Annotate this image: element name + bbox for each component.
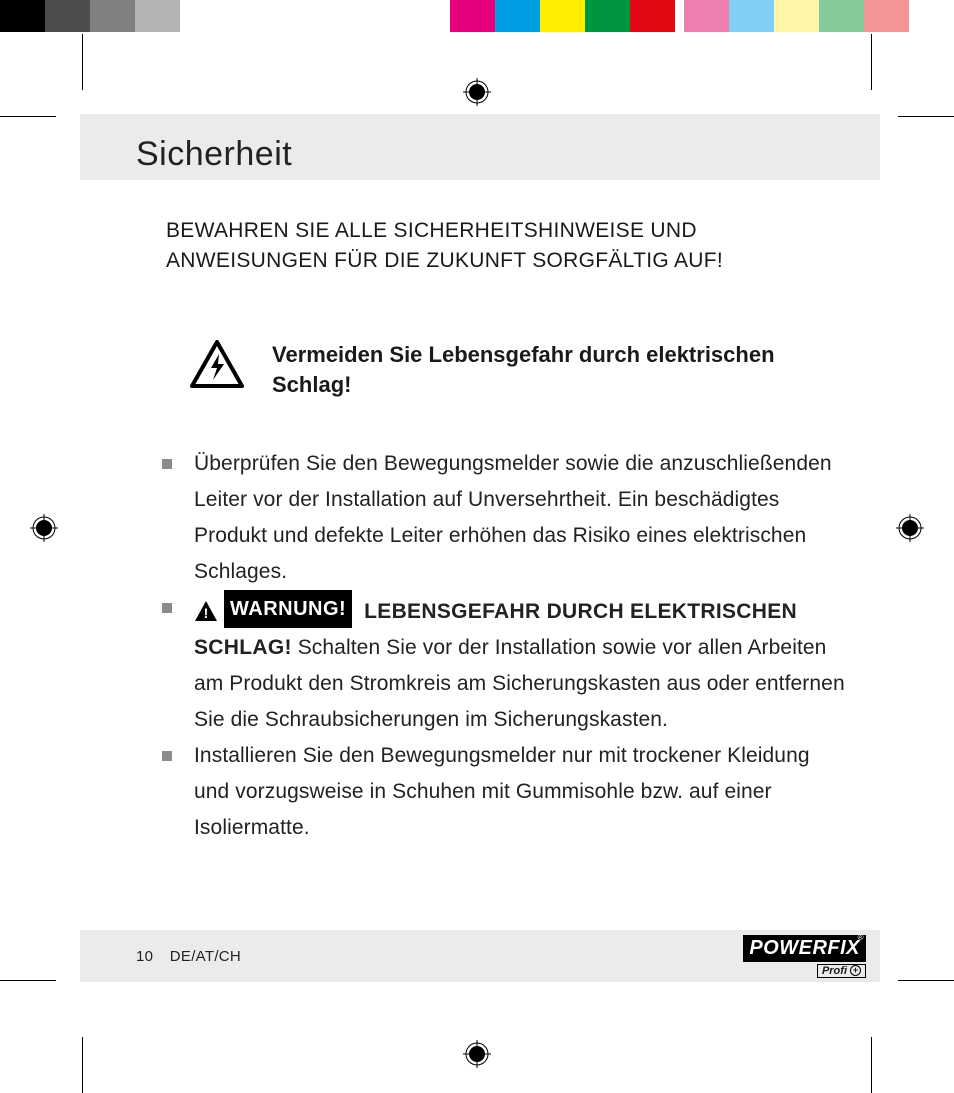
list-item: Überprüfen Sie den Bewegungsmelder sowie… (166, 446, 846, 590)
list-item: Installieren Sie den Bewegungsmelder nur… (166, 738, 846, 846)
color-swatch (630, 0, 675, 32)
color-swatch (180, 0, 225, 32)
brand-sub: Profi + (817, 964, 866, 978)
inline-warning-badge: ! WARNUNG! (194, 590, 352, 628)
section-title: Sicherheit (136, 135, 292, 174)
color-swatch (864, 0, 909, 32)
warning-triangle-icon: ! (194, 598, 218, 620)
color-swatch (90, 0, 135, 32)
svg-text:!: ! (204, 605, 209, 621)
crop-mark (0, 980, 56, 981)
color-swatch (225, 0, 450, 32)
brand-main: POWERFIX ® (743, 935, 866, 962)
crop-mark (82, 34, 83, 90)
color-swatch (774, 0, 819, 32)
keep-instructions-note: BEWAHREN SIE ALLE SICHERHEITSHINWEISE UN… (166, 216, 846, 276)
crop-mark (82, 1037, 83, 1093)
color-swatch (729, 0, 774, 32)
brand-main-text: POWERFIX (749, 937, 860, 959)
page-footer: 10 DE/AT/CH POWERFIX ® Profi + (80, 930, 880, 982)
bullet-text: Überprüfen Sie den Bewegungsmelder sowie… (194, 452, 832, 583)
color-calibration-bar (0, 0, 954, 32)
color-swatch (135, 0, 180, 32)
registration-mark-icon (463, 78, 491, 106)
crop-mark (898, 116, 954, 117)
crop-mark (871, 1037, 872, 1093)
electric-shock-warning-heading: Vermeiden Sie Lebensgefahr durch elektri… (166, 340, 846, 400)
registration-mark-icon (896, 514, 924, 542)
electric-shock-icon (190, 340, 244, 388)
bullet-text: Schalten Sie vor der Installation sowie … (194, 636, 845, 731)
warning-heading-text: Vermeiden Sie Lebensgefahr durch elektri… (272, 340, 846, 400)
color-swatch (909, 0, 950, 32)
color-swatch (45, 0, 90, 32)
color-swatch (450, 0, 495, 32)
manual-page: { "colorbar": { "swatches": [ {"color": … (0, 0, 954, 1093)
brand-logo: POWERFIX ® Profi + (743, 935, 866, 978)
footer-page-info: 10 DE/AT/CH (136, 948, 241, 965)
list-item: ! WARNUNG! LEBENSGEFAHR DURCH ELEKTRISCH… (166, 590, 846, 738)
bullet-text: Installieren Sie den Bewegungsmelder nur… (194, 744, 810, 839)
color-swatch (684, 0, 729, 32)
color-swatch (585, 0, 630, 32)
registration-mark-icon (463, 1040, 491, 1068)
crop-mark (0, 116, 56, 117)
color-swatch (819, 0, 864, 32)
plus-icon: + (850, 965, 861, 976)
registered-mark: ® (858, 933, 864, 942)
page-number: 10 (136, 948, 153, 965)
crop-mark (871, 34, 872, 90)
brand-sub-text: Profi (822, 965, 847, 977)
color-swatch (495, 0, 540, 32)
section-header: Sicherheit (80, 114, 880, 180)
crop-mark (898, 980, 954, 981)
color-swatch (675, 0, 684, 32)
registration-mark-icon (30, 514, 58, 542)
language-codes: DE/AT/CH (170, 948, 241, 965)
color-swatch (0, 0, 45, 32)
warning-label: WARNUNG! (224, 590, 352, 628)
safety-bullet-list: Überprüfen Sie den Bewegungsmelder sowie… (166, 446, 846, 846)
page-body: BEWAHREN SIE ALLE SICHERHEITSHINWEISE UN… (166, 216, 846, 846)
color-swatch (540, 0, 585, 32)
